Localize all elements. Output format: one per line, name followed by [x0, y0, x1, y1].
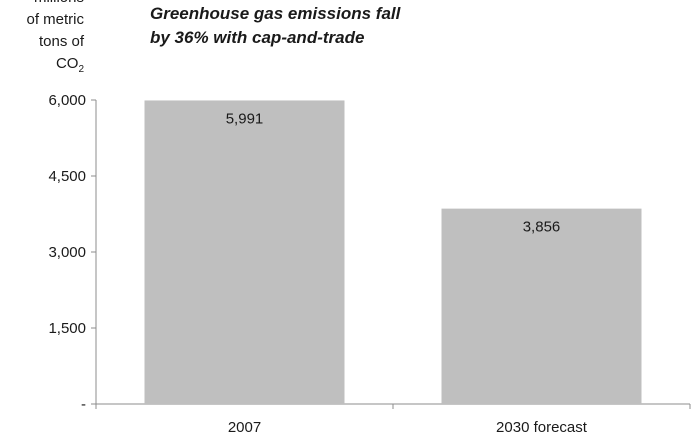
y-tick-label: 3,000	[48, 244, 86, 261]
bar-value-label: 3,856	[523, 219, 561, 236]
bar-2007	[144, 100, 345, 405]
bar-value-label: 5,991	[226, 110, 264, 127]
x-category-label: 2007	[228, 419, 261, 436]
y-axis-title-line-1: of metric	[26, 11, 84, 28]
y-axis-title-line-2: tons of	[38, 33, 84, 50]
y-tick-label: 6,000	[48, 92, 86, 109]
bar-2030-forecast	[441, 208, 642, 404]
y-axis-title-co: CO	[55, 55, 79, 72]
annotation-line-1: Greenhouse gas emissions fall	[150, 4, 401, 23]
annotation-line-2: by 36% with cap-and-trade	[150, 28, 365, 47]
y-tick-label: 4,500	[48, 168, 86, 185]
y-axis-title-subscript: 2	[78, 64, 84, 75]
y-axis-title-line-3: CO2	[2, 53, 84, 75]
y-axis-title: millions of metric tons of CO2	[2, 0, 84, 75]
y-tick-label: -	[81, 396, 86, 413]
y-axis-title-line-0: millions	[2, 0, 84, 9]
chart-annotation: Greenhouse gas emissions fall by 36% wit…	[150, 2, 400, 50]
x-category-label: 2030 forecast	[496, 419, 588, 436]
y-tick-label: 1,500	[48, 320, 86, 337]
